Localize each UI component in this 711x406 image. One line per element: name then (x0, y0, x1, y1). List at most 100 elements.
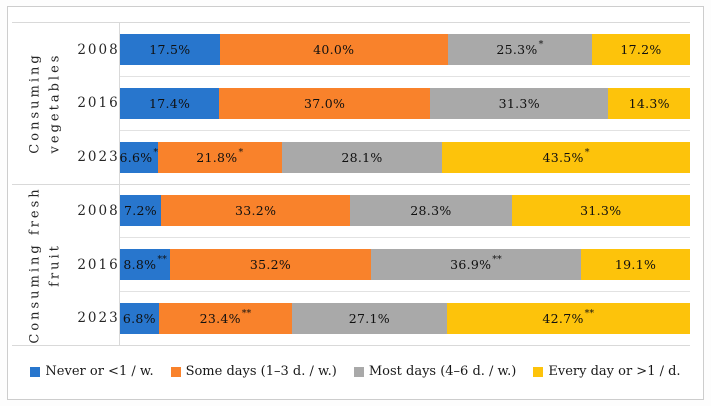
segment-value-label: 25.3% (496, 41, 538, 57)
segment-value-label: 36.9% (450, 257, 492, 273)
segment-value-label: 35.2% (249, 257, 292, 273)
significance-marker: ** (157, 254, 167, 266)
category-group-2: Consuming fresh fruit 2008 2016 2023 7.2% 33.2… (12, 183, 690, 346)
legend-swatch-most-days (353, 366, 364, 377)
bar-segment-most-days: 36.9% ** (370, 249, 582, 281)
bars-area: 17.5% 40.0% 25.3% * 17.2% 17.4% 37.0% 31.3% 14.3… (119, 23, 690, 184)
group-label-column: Consuming fresh fruit (12, 185, 78, 346)
legend-item-every-day: Every day or >1 / d. (533, 364, 681, 379)
stacked-bar: 8.8% ** 35.2% 36.9% ** 19.1% (120, 249, 690, 281)
bar-segment-every-day: 31.3% (511, 195, 690, 227)
segment-value-label: 8.8% (123, 257, 157, 273)
bar-row: 6.8% 23.4% ** 27.1% 42.7% ** (120, 292, 690, 345)
segment-value-label: 31.3% (498, 95, 540, 111)
bar-row: 8.8% ** 35.2% 36.9% ** 19.1% (120, 238, 690, 293)
group-axis-label-line: Consuming fresh (27, 186, 43, 344)
group-axis-label: Consuming fresh fruit (26, 186, 65, 343)
segment-value-label: 17.2% (620, 41, 662, 57)
bar-row: 17.5% 40.0% 25.3% * 17.2% (120, 23, 690, 77)
bar-row: 6.6% * 21.8% * 28.1% 43.5% * (119, 131, 690, 184)
segment-value-label: 28.3% (410, 203, 452, 219)
segment-value-label: 17.5% (149, 41, 191, 57)
segment-value-label: 21.8% (196, 149, 238, 165)
significance-marker: ** (241, 308, 252, 320)
bar-segment-never: 6.8% (120, 303, 159, 335)
legend-swatch-some-days (170, 366, 181, 377)
bar-segment-every-day: 19.1% (581, 249, 690, 281)
segment-value-label: 33.2% (235, 203, 277, 219)
bar-segment-most-days: 25.3% * (447, 33, 592, 65)
bar-segment-some-days: 37.0% (219, 87, 431, 119)
legend-swatch-never (30, 366, 41, 377)
segment-value-label: 31.3% (580, 203, 622, 219)
stacked-bar: 7.2% 33.2% 28.3% 31.3% (120, 195, 690, 227)
legend-item-some-days: Some days (1–3 d. / w.) (170, 364, 337, 379)
significance-marker: * (538, 38, 544, 50)
year-tick-label: 2008 (77, 203, 120, 220)
bar-segment-some-days: 40.0% (219, 33, 448, 65)
bars-area: 7.2% 33.2% 28.3% 31.3% 8.8% ** 35.2% 36.9% ** 19.… (119, 184, 690, 345)
year-tick-label: 2016 (77, 256, 120, 273)
segment-value-label: 23.4% (199, 311, 241, 327)
bar-segment-never: 8.8% ** (120, 249, 171, 281)
bar-segment-most-days: 28.3% (350, 195, 512, 227)
group-axis-label-line: Consuming (27, 52, 43, 154)
bar-segment-never: 17.5% (120, 33, 220, 65)
stacked-bar: 6.8% 23.4% ** 27.1% 42.7% ** (120, 303, 690, 335)
bar-segment-some-days: 23.4% ** (158, 303, 293, 335)
bar-segment-some-days: 35.2% (170, 249, 371, 281)
segment-value-label: 6.8% (122, 311, 156, 327)
year-axis-column: 2008 2016 2023 (77, 185, 120, 346)
segment-value-label: 28.1% (341, 149, 383, 165)
chart-plot: Consuming vegetables 2008 2016 2023 17.5% 40.0… (12, 22, 690, 346)
bar-segment-every-day: 17.2% (591, 33, 690, 65)
bar-segment-never: 7.2% (120, 195, 162, 227)
group-label-column: Consuming vegetables (12, 23, 78, 184)
significance-marker: ** (584, 308, 595, 320)
legend-label-most-days: Most days (4–6 d. / w.) (368, 364, 517, 379)
bar-segment-most-days: 31.3% (430, 87, 609, 119)
significance-marker: ** (492, 254, 502, 266)
bar-segment-never: 17.4% (120, 87, 220, 119)
legend: Never or <1 / w. Some days (1–3 d. / w.) M… (8, 364, 703, 379)
bar-segment-most-days: 27.1% (292, 303, 447, 335)
segment-value-label: 7.2% (124, 203, 157, 219)
bar-segment-most-days: 28.1% (281, 141, 443, 173)
segment-value-label: 40.0% (313, 41, 355, 57)
group-axis-label: Consuming vegetables (26, 53, 65, 154)
significance-marker: * (153, 146, 159, 158)
year-tick-label: 2008 (77, 41, 120, 58)
legend-item-never: Never or <1 / w. (30, 364, 154, 379)
bar-segment-some-days: 21.8% * (157, 141, 282, 173)
group-axis-label-line: fruit (47, 242, 62, 287)
segment-value-label: 27.1% (348, 311, 390, 327)
bar-segment-some-days: 33.2% (161, 195, 351, 227)
significance-marker: * (584, 146, 590, 158)
significance-marker: * (238, 146, 244, 158)
segment-value-label: 42.7% (542, 311, 584, 327)
bar-row: 7.2% 33.2% 28.3% 31.3% (120, 185, 690, 239)
bar-segment-never: 6.6% * (119, 141, 159, 173)
legend-label-every-day: Every day or >1 / d. (548, 364, 681, 379)
segment-value-label: 17.4% (148, 95, 191, 111)
stacked-bar: 6.6% * 21.8% * 28.1% 43.5% * (119, 141, 690, 173)
year-tick-label: 2023 (77, 148, 120, 165)
year-tick-label: 2023 (77, 310, 120, 327)
segment-value-label: 43.5% (542, 149, 584, 165)
stacked-bar: 17.4% 37.0% 31.3% 14.3% (120, 87, 690, 119)
legend-label-some-days: Some days (1–3 d. / w.) (185, 364, 337, 379)
legend-swatch-every-day (533, 366, 544, 377)
year-tick-label: 2016 (77, 95, 120, 112)
segment-value-label: 37.0% (304, 95, 346, 111)
category-group-1: Consuming vegetables 2008 2016 2023 17.5% 40.0… (12, 23, 690, 184)
stacked-bar: 17.5% 40.0% 25.3% * 17.2% (120, 33, 690, 65)
figure-frame: Consuming vegetables 2008 2016 2023 17.5% 40.0… (7, 6, 704, 400)
legend-item-most-days: Most days (4–6 d. / w.) (353, 364, 517, 379)
bar-row: 17.4% 37.0% 31.3% 14.3% (120, 77, 690, 131)
segment-value-label: 14.3% (628, 95, 670, 111)
segment-value-label: 6.6% (119, 149, 153, 165)
legend-label-never: Never or <1 / w. (45, 364, 154, 379)
bar-segment-every-day: 43.5% * (442, 141, 690, 173)
group-axis-label-line: vegetables (47, 52, 62, 154)
year-axis-column: 2008 2016 2023 (77, 23, 120, 184)
